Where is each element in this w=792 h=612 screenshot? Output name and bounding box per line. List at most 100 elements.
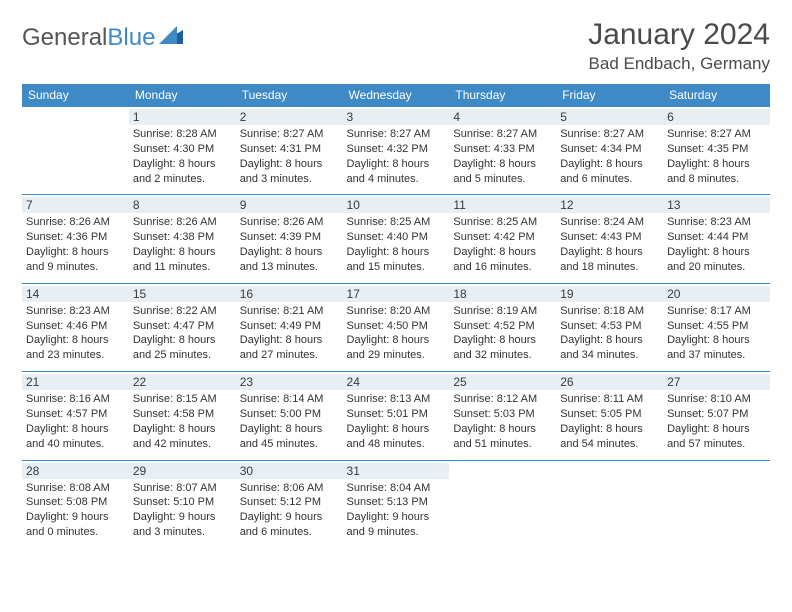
sunrise-text: Sunrise: 8:26 AM xyxy=(26,215,125,230)
day-cell: 4Sunrise: 8:27 AMSunset: 4:33 PMDaylight… xyxy=(449,106,556,194)
day-number: 1 xyxy=(129,109,236,125)
sunset-text: Sunset: 5:00 PM xyxy=(240,407,339,422)
day-info: Sunrise: 8:25 AMSunset: 4:42 PMDaylight:… xyxy=(453,215,552,274)
day-number: 12 xyxy=(556,197,663,213)
day-info: Sunrise: 8:08 AMSunset: 5:08 PMDaylight:… xyxy=(26,481,125,540)
sunset-text: Sunset: 4:49 PM xyxy=(240,319,339,334)
week-row: 7Sunrise: 8:26 AMSunset: 4:36 PMDaylight… xyxy=(22,194,770,282)
daylight-text: Daylight: 8 hours and 20 minutes. xyxy=(667,245,766,275)
day-content: 26Sunrise: 8:11 AMSunset: 5:05 PMDayligh… xyxy=(556,371,663,459)
day-cell xyxy=(663,460,770,548)
day-cell: 14Sunrise: 8:23 AMSunset: 4:46 PMDayligh… xyxy=(22,283,129,371)
day-content: 8Sunrise: 8:26 AMSunset: 4:38 PMDaylight… xyxy=(129,194,236,282)
week-row: 21 Sunrise: 8:16 AMSunset: 4:57 PM Dayligh… xyxy=(22,371,770,459)
sunrise-text: Sunrise: 8:13 AM xyxy=(347,392,446,407)
day-cell: 7Sunrise: 8:26 AMSunset: 4:36 PMDaylight… xyxy=(22,194,129,282)
day-cell: 19Sunrise: 8:18 AMSunset: 4:53 PMDayligh… xyxy=(556,283,663,371)
day-info: Sunrise: 8:23 AMSunset: 4:46 PMDaylight:… xyxy=(26,304,125,363)
daylight-text: Daylight: 8 hours and 23 minutes. xyxy=(26,333,125,363)
sunrise-text: Sunrise: 8:08 AM xyxy=(26,481,125,496)
sunset-text: Sunset: 4:46 PM xyxy=(26,319,125,334)
sunset-text: Sunset: 4:35 PM xyxy=(667,142,766,157)
sunset-text: Sunset: 4:32 PM xyxy=(347,142,446,157)
day-number: 5 xyxy=(556,109,663,125)
sunset-text: Sunset: 4:43 PM xyxy=(560,230,659,245)
dow-header: Tuesday xyxy=(236,84,343,106)
day-cell: 28 Sunrise: 8:08 AMSunset: 5:08 PMDayligh… xyxy=(22,460,129,548)
day-info: Sunrise: 8:27 AMSunset: 4:33 PMDaylight:… xyxy=(453,127,552,186)
sunset-text: Sunset: 4:31 PM xyxy=(240,142,339,157)
day-content: 28 Sunrise: 8:08 AMSunset: 5:08 PMDayligh… xyxy=(22,460,129,548)
day-cell: 12 Sunrise: 8:24 AMSunset: 4:43 PMDayligh… xyxy=(556,194,663,282)
sunrise-text: Sunrise: 8:16 AM xyxy=(26,392,125,407)
day-number: 15 xyxy=(129,286,236,302)
day-content: 29Sunrise: 8:07 AMSunset: 5:10 PMDayligh… xyxy=(129,460,236,548)
day-cell: 17Sunrise: 8:20 AMSunset: 4:50 PMDayligh… xyxy=(343,283,450,371)
day-info: Sunrise: 8:12 AMSunset: 5:03 PMDaylight:… xyxy=(453,392,552,451)
title-block: January 2024 Bad Endbach, Germany xyxy=(588,18,770,74)
sunset-text: Sunset: 4:44 PM xyxy=(667,230,766,245)
day-content: 10Sunrise: 8:25 AMSunset: 4:40 PMDayligh… xyxy=(343,194,450,282)
day-cell: 3 Sunrise: 8:27 AMSunset: 4:32 PMDaylight… xyxy=(343,106,450,194)
daylight-text: Daylight: 8 hours and 4 minutes. xyxy=(347,157,446,187)
sunrise-text: Sunrise: 8:24 AM xyxy=(560,215,659,230)
day-content: 9Sunrise: 8:26 AMSunset: 4:39 PMDaylight… xyxy=(236,194,343,282)
week-row: 14Sunrise: 8:23 AMSunset: 4:46 PMDayligh… xyxy=(22,283,770,371)
day-number: 7 xyxy=(22,197,129,213)
daylight-text: Daylight: 8 hours and 42 minutes. xyxy=(133,422,232,452)
day-content: 6Sunrise: 8:27 AMSunset: 4:35 PMDaylight… xyxy=(663,106,770,194)
day-content: 15Sunrise: 8:22 AMSunset: 4:47 PMDayligh… xyxy=(129,283,236,371)
day-content: 13Sunrise: 8:23 AMSunset: 4:44 PMDayligh… xyxy=(663,194,770,282)
daylight-text: Daylight: 8 hours and 9 minutes. xyxy=(26,245,125,275)
sunrise-text: Sunrise: 8:14 AM xyxy=(240,392,339,407)
sunrise-text: Sunrise: 8:25 AM xyxy=(453,215,552,230)
daylight-text: Daylight: 8 hours and 32 minutes. xyxy=(453,333,552,363)
empty-cell xyxy=(663,460,770,548)
day-content: 2Sunrise: 8:27 AMSunset: 4:31 PMDaylight… xyxy=(236,106,343,194)
sunset-text: Sunset: 5:07 PM xyxy=(667,407,766,422)
day-cell: 8Sunrise: 8:26 AMSunset: 4:38 PMDaylight… xyxy=(129,194,236,282)
day-cell: 21Sunrise: 8:16 AMSunset: 4:57 PMDayligh… xyxy=(22,371,129,459)
sunset-text: Sunset: 4:42 PM xyxy=(453,230,552,245)
day-number: 21 xyxy=(22,374,129,390)
day-cell: 15Sunrise: 8:22 AMSunset: 4:47 PMDayligh… xyxy=(129,283,236,371)
sunset-text: Sunset: 4:39 PM xyxy=(240,230,339,245)
sunrise-text: Sunrise: 8:07 AM xyxy=(133,481,232,496)
sunrise-text: Sunrise: 8:17 AM xyxy=(667,304,766,319)
day-number: 26 xyxy=(556,374,663,390)
day-info: Sunrise: 8:15 AMSunset: 4:58 PMDaylight:… xyxy=(133,392,232,451)
day-number: 30 xyxy=(236,463,343,479)
sunrise-text: Sunrise: 8:15 AM xyxy=(133,392,232,407)
sunset-text: Sunset: 4:52 PM xyxy=(453,319,552,334)
day-content: 1Sunrise: 8:28 AMSunset: 4:30 PMDaylight… xyxy=(129,106,236,194)
day-info: Sunrise: 8:10 AMSunset: 5:07 PMDaylight:… xyxy=(667,392,766,451)
daylight-text: Daylight: 8 hours and 29 minutes. xyxy=(347,333,446,363)
sunrise-text: Sunrise: 8:23 AM xyxy=(26,304,125,319)
day-cell: 2Sunrise: 8:27 AMSunset: 4:31 PMDaylight… xyxy=(236,106,343,194)
sunrise-text: Sunrise: 8:23 AM xyxy=(667,215,766,230)
day-cell: 20Sunrise: 8:17 AMSunset: 4:55 PMDayligh… xyxy=(663,283,770,371)
day-number: 24 xyxy=(343,374,450,390)
daylight-text: Daylight: 9 hours and 3 minutes. xyxy=(133,510,232,540)
day-number: 23 xyxy=(236,374,343,390)
sunset-text: Sunset: 5:08 PM xyxy=(26,495,125,510)
day-number: 10 xyxy=(343,197,450,213)
day-info: Sunrise: 8:19 AMSunset: 4:52 PMDaylight:… xyxy=(453,304,552,363)
sunrise-text: Sunrise: 8:26 AM xyxy=(240,215,339,230)
day-number: 22 xyxy=(129,374,236,390)
sunrise-text: Sunrise: 8:19 AM xyxy=(453,304,552,319)
day-number: 18 xyxy=(449,286,556,302)
day-info: Sunrise: 8:24 AMSunset: 4:43 PMDaylight:… xyxy=(560,215,659,274)
dow-header: Sunday xyxy=(22,84,129,106)
sunset-text: Sunset: 4:53 PM xyxy=(560,319,659,334)
sunset-text: Sunset: 4:33 PM xyxy=(453,142,552,157)
sunset-text: Sunset: 4:34 PM xyxy=(560,142,659,157)
dow-header: Saturday xyxy=(663,84,770,106)
day-number: 3 xyxy=(343,109,450,125)
daylight-text: Daylight: 9 hours and 6 minutes. xyxy=(240,510,339,540)
sunrise-text: Sunrise: 8:27 AM xyxy=(347,127,446,142)
day-content: 3 Sunrise: 8:27 AMSunset: 4:32 PMDaylight… xyxy=(343,106,450,194)
sunset-text: Sunset: 4:57 PM xyxy=(26,407,125,422)
day-content: 24Sunrise: 8:13 AMSunset: 5:01 PMDayligh… xyxy=(343,371,450,459)
day-number: 28 xyxy=(22,463,129,479)
